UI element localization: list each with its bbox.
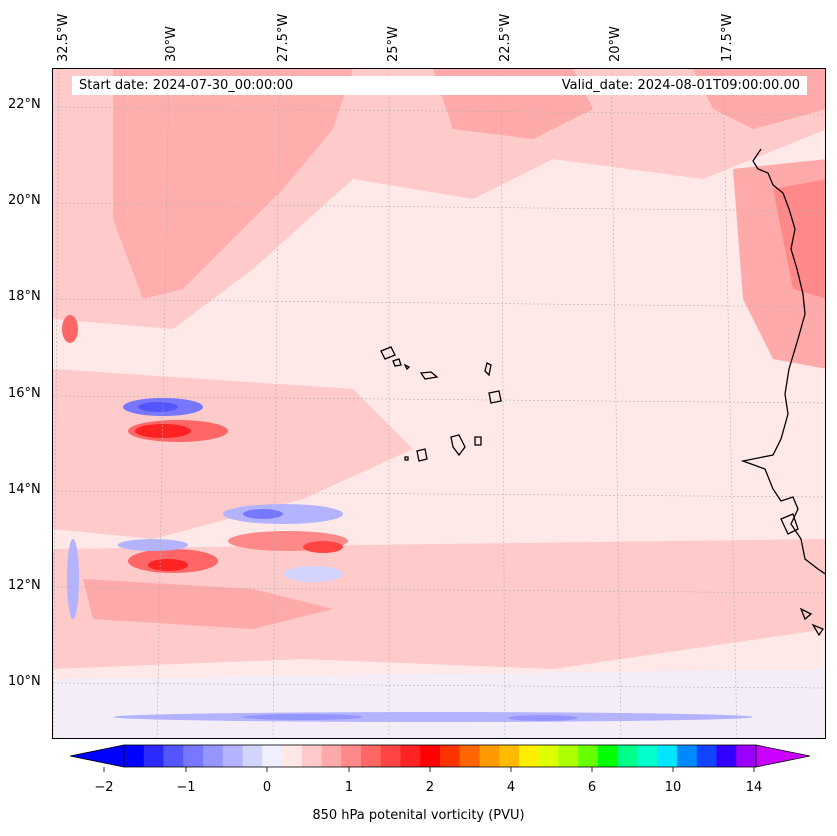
pv-region-southcore	[83, 579, 333, 629]
colorbar-segment	[341, 745, 362, 767]
cape-verde-6	[488, 390, 502, 404]
colorbar-segment	[124, 745, 145, 767]
colorbar-outline	[123, 744, 757, 768]
cape-verde-7	[450, 434, 466, 457]
colorbar-segment	[163, 745, 184, 767]
colorbar-svg	[69, 744, 811, 772]
start-date-label: Start date: 2024-07-30_00:00:00	[79, 78, 294, 93]
colorbar-label: 850 hPa potenital vorticity (PVU)	[312, 808, 525, 823]
colorbar-segment	[617, 745, 638, 767]
pv-region-east-core	[773, 179, 825, 299]
map-canvas	[53, 69, 825, 738]
lat-label-22n: 22°N	[8, 97, 41, 112]
colorbar-segment	[499, 745, 520, 767]
valid-date-label: Valid_date: 2024-08-01T09:00:00.00	[561, 78, 800, 93]
colorbar-segment	[736, 745, 757, 767]
cape-verde-3	[403, 363, 411, 371]
colorbar-segment	[183, 745, 204, 767]
colorbar-over-arrow	[755, 744, 811, 768]
colorbar-segment	[361, 745, 382, 767]
cape-verde-9	[416, 448, 428, 462]
graticule	[53, 69, 825, 738]
colorbar-segment	[143, 745, 164, 767]
cb-tick-neg1: −1	[176, 780, 196, 795]
neg-anomaly-west	[67, 539, 79, 619]
colorbar-segment	[242, 745, 263, 767]
colorbar	[69, 744, 811, 778]
neg-band-south	[113, 712, 753, 722]
colorbar-segment	[558, 745, 579, 767]
colorbar-segment	[657, 745, 678, 767]
colorbar-segment	[538, 745, 559, 767]
lat-label-14n: 14°N	[8, 482, 41, 497]
cb-tick-10: 10	[664, 780, 682, 795]
pv-region-far-south	[53, 669, 825, 738]
map-panel[interactable]	[52, 68, 826, 739]
colorbar-segment	[519, 745, 540, 767]
colorbar-segment	[716, 745, 737, 767]
colorbar-segment	[400, 745, 421, 767]
pos-anomaly-1-core	[135, 424, 191, 438]
cape-verde-4	[419, 371, 439, 380]
colorbar-segment	[262, 745, 283, 767]
cb-tick-14: 14	[745, 780, 763, 795]
cape-verde-2	[392, 358, 402, 367]
colorbar-segment	[420, 745, 441, 767]
colorbar-segment	[677, 745, 698, 767]
lon-label-22-5w: 22.5°W	[498, 13, 513, 62]
lon-label-32-5w: 32.5°W	[56, 13, 71, 62]
lon-label-27-5w: 27.5°W	[276, 13, 291, 62]
lon-label-30w: 30°W	[164, 26, 179, 62]
colorbar-segment	[578, 745, 599, 767]
colorbar-segment	[598, 745, 619, 767]
cape-verde-1	[380, 346, 396, 360]
cb-tick-4: 4	[506, 780, 516, 795]
colorbar-segment	[203, 745, 224, 767]
neg-anomaly-4	[283, 566, 343, 582]
neg-anomaly-3	[118, 539, 188, 551]
lon-label-17-5w: 17.5°W	[720, 13, 735, 62]
pos-anomaly-west	[62, 315, 78, 343]
coastline	[380, 148, 825, 637]
pos-anomaly-3-core	[148, 559, 188, 571]
pv-region-northwest	[113, 69, 353, 299]
lat-label-18n: 18°N	[8, 289, 41, 304]
neg-band-south-core	[243, 714, 363, 720]
cb-tick-1: 1	[344, 780, 354, 795]
colorbar-segment	[459, 745, 480, 767]
lat-label-10n: 10°N	[8, 674, 41, 689]
neg-anomaly-2-core	[243, 509, 283, 519]
cape-verde-8	[474, 436, 482, 446]
colorbar-segment	[696, 745, 717, 767]
colorbar-segment	[321, 745, 342, 767]
colorbar-segment	[380, 745, 401, 767]
lon-label-25w: 25°W	[386, 26, 401, 62]
neg-band-south-core2	[508, 715, 578, 721]
lat-label-12n: 12°N	[8, 578, 41, 593]
cb-tick-2: 2	[425, 780, 435, 795]
colorbar-segment	[479, 745, 500, 767]
cape-verde-10	[404, 456, 409, 461]
cape-verde-5	[484, 362, 492, 377]
colorbar-segment	[440, 745, 461, 767]
colorbar-segment	[222, 745, 243, 767]
lat-label-16n: 16°N	[8, 386, 41, 401]
neg-anomaly-1-core	[138, 402, 178, 412]
coast-islands-south	[799, 607, 824, 637]
colorbar-segment	[282, 745, 303, 767]
pv-region-south	[53, 539, 825, 669]
coast-inlet	[780, 513, 799, 535]
africa-coast	[740, 148, 825, 575]
lon-label-20w: 20°W	[608, 26, 623, 62]
pv-anomalies	[62, 315, 753, 722]
cb-tick-0: 0	[262, 780, 272, 795]
cb-tick-neg2: −2	[94, 780, 114, 795]
lat-label-20n: 20°N	[8, 193, 41, 208]
cb-tick-6: 6	[587, 780, 597, 795]
colorbar-segment	[637, 745, 658, 767]
date-banner: Start date: 2024-07-30_00:00:00 Valid_da…	[72, 76, 807, 95]
pos-anomaly-2-core	[303, 541, 343, 553]
colorbar-segment	[301, 745, 322, 767]
colorbar-under-arrow	[69, 744, 125, 768]
